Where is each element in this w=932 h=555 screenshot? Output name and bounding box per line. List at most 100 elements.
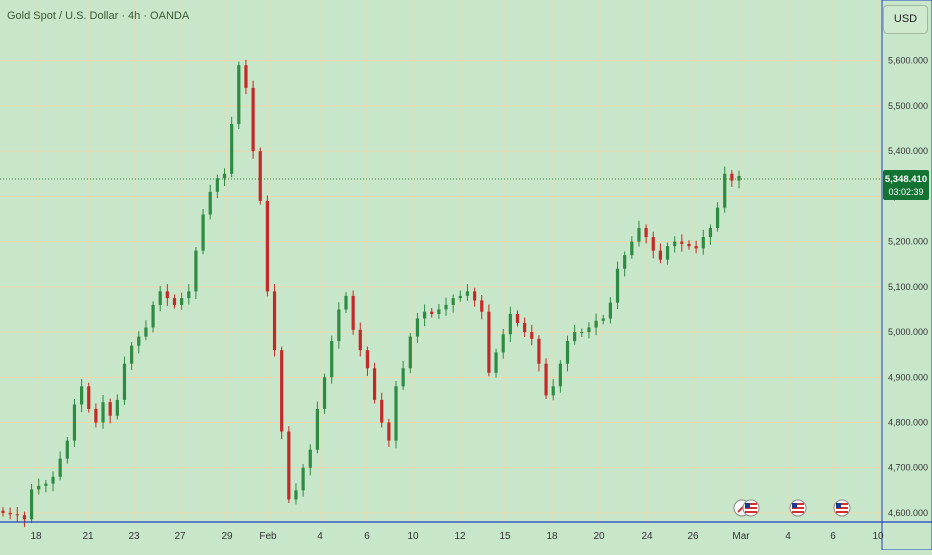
candle-body (158, 291, 162, 305)
candle-body (58, 458, 62, 477)
candle-body (644, 228, 648, 238)
y-tick-label: 4,800.000 (888, 418, 928, 428)
candle-body (737, 176, 741, 181)
candle-body (72, 404, 77, 441)
candle-body (623, 255, 627, 269)
x-tick-label: 12 (454, 531, 466, 542)
candle-body (380, 399, 384, 423)
x-tick-label: 29 (221, 531, 233, 542)
candle-body (115, 399, 119, 416)
event-markers[interactable] (733, 499, 851, 517)
candle-body (94, 408, 98, 423)
candle-body (222, 173, 227, 179)
candle-body (580, 332, 584, 334)
candle-body (458, 295, 462, 299)
candle-body (615, 268, 620, 303)
candle-body (322, 377, 327, 409)
x-tick-label: Feb (259, 531, 277, 542)
x-tick-label: 4 (317, 531, 323, 542)
candle-body (37, 485, 41, 490)
last-price-tag[interactable]: 5,348.410 03:02:39 (883, 170, 929, 200)
candle-body (330, 341, 334, 378)
last-price-value: 5,348.410 (885, 174, 927, 185)
candle-body (230, 124, 234, 174)
candle-body (137, 336, 141, 346)
candle-body (587, 327, 591, 333)
candle-body (665, 246, 670, 260)
candle-body (558, 363, 562, 387)
y-tick-label: 4,700.000 (888, 463, 928, 473)
x-tick-label: 10 (407, 531, 419, 542)
candle-body (394, 386, 398, 441)
x-tick-label: 20 (593, 531, 605, 542)
x-tick-label: 24 (641, 531, 653, 542)
x-tick-label: 23 (128, 531, 140, 542)
candle-body (422, 311, 427, 319)
candle-body (408, 336, 412, 369)
us-flag-icon[interactable] (742, 499, 760, 517)
candle-body (130, 345, 134, 364)
candle-body (594, 320, 598, 328)
candle-body (44, 483, 48, 486)
candle-body (537, 338, 541, 364)
grid (0, 0, 882, 522)
currency-button[interactable]: USD (883, 5, 928, 34)
x-tick-label: 27 (174, 531, 186, 542)
candle-body (715, 207, 720, 229)
candle-body (201, 214, 205, 251)
candle-body (280, 350, 284, 432)
x-tick-label: 15 (499, 531, 511, 542)
candle-body (358, 329, 362, 351)
candle-body (1, 510, 5, 513)
candle-body (487, 311, 491, 373)
countdown-timer: 03:02:39 (888, 187, 923, 197)
x-tick-label: 26 (687, 531, 699, 542)
candle-body (680, 241, 684, 244)
candle-body (251, 87, 255, 152)
candle-body (108, 402, 112, 416)
x-tick-label: 18 (546, 531, 558, 542)
candle-body (387, 422, 391, 441)
candle-body (415, 318, 420, 337)
x-axis: 18 21 23 27 29 Feb 4 6 10 12 15 18 20 24 26 Mar 4 6 10 (30, 531, 884, 542)
candle-body (444, 304, 448, 310)
candle-body (172, 298, 177, 305)
candle-body (430, 311, 434, 314)
candle-body (65, 440, 69, 459)
candle-body (265, 200, 269, 292)
candle-body (708, 228, 713, 238)
candle-body (187, 291, 191, 299)
candle-body (651, 237, 655, 251)
candle-body (144, 327, 148, 337)
candle-body (101, 402, 105, 423)
candle-body (608, 302, 612, 319)
candle-body (8, 512, 12, 515)
candle-body (494, 352, 498, 373)
candles (1, 59, 741, 527)
candle-body (51, 476, 55, 484)
candle-body (337, 309, 341, 342)
candle-body (365, 350, 370, 369)
candle-body (465, 291, 470, 296)
candle-body (301, 467, 305, 491)
candle-body (194, 250, 198, 292)
candle-body (351, 295, 355, 330)
y-tick-label: 5,000.000 (888, 327, 928, 337)
candle-body (272, 291, 277, 351)
x-tick-label: Mar (732, 531, 750, 542)
us-flag-icon[interactable] (789, 499, 807, 517)
candle-body (29, 489, 34, 520)
candle-body (87, 386, 91, 409)
candle-body (523, 323, 527, 333)
candle-body (237, 65, 241, 125)
x-tick-label: 18 (30, 531, 42, 542)
candle-body (208, 191, 212, 215)
candle-body (515, 313, 520, 324)
candle-body (730, 173, 734, 181)
candle-body (122, 363, 127, 400)
x-tick-label: 21 (82, 531, 94, 542)
us-flag-icon[interactable] (833, 499, 851, 517)
candle-body (165, 291, 169, 299)
